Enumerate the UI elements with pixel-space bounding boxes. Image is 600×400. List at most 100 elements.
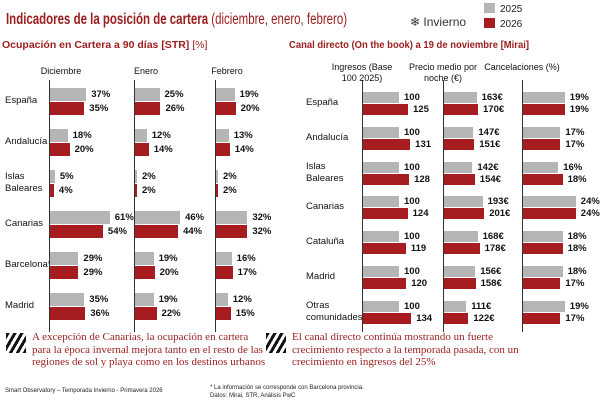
data-label: 2%	[223, 171, 237, 182]
bar-2025	[216, 293, 228, 306]
panel-header: Precio medio por noche (€)	[408, 62, 478, 83]
data-label: 100	[404, 266, 420, 277]
bar-2025	[216, 88, 235, 101]
category-label: España	[306, 97, 339, 108]
data-label: 17%	[565, 278, 585, 289]
bar-2026	[50, 225, 103, 238]
bar-2026	[135, 307, 157, 320]
bar-2025	[523, 126, 561, 138]
bar-2025	[444, 126, 474, 138]
data-label: 128	[414, 173, 430, 185]
legend-2025: 2025	[484, 3, 522, 15]
panel-header: Febrero	[211, 66, 243, 76]
bar-2026	[523, 208, 576, 220]
bar-2025	[50, 88, 87, 101]
bar-2025	[216, 129, 229, 142]
note-right: El canal directo continúa mostrando un f…	[292, 331, 519, 368]
bar-2025	[135, 88, 160, 101]
category-label: España	[5, 95, 38, 106]
bar-2025	[444, 266, 476, 277]
data-label: 100	[404, 196, 420, 208]
data-label: 29%	[83, 267, 103, 278]
bar-2026	[444, 278, 476, 289]
data-label: 5%	[59, 171, 74, 182]
data-label: 26%	[165, 103, 185, 114]
data-label: 12%	[151, 130, 171, 141]
panel-header: Ingresos (Base 100 2025)	[331, 62, 393, 83]
data-label: 20%	[159, 267, 179, 278]
category-label: Canarias	[306, 201, 345, 213]
bar-2026	[50, 184, 54, 197]
bar-2026	[135, 143, 149, 156]
snowflake-icon: ❄	[410, 15, 421, 29]
data-label: 35%	[89, 103, 109, 114]
note-left: A excepción de Canarias, la ocupación en…	[32, 331, 266, 368]
data-label: 142€	[477, 161, 499, 173]
axis-line	[49, 80, 50, 332]
data-label: 156€	[480, 266, 502, 277]
data-label: 2%	[142, 185, 156, 196]
data-label: 22%	[161, 308, 181, 319]
data-label: 147€	[478, 126, 500, 138]
bar-2026	[523, 104, 565, 115]
page-title: Indicadores de la posición de cartera (d…	[6, 11, 348, 28]
bar-2025	[444, 231, 478, 243]
data-label: 170€	[483, 104, 505, 115]
bar-2026	[135, 184, 137, 197]
data-label: 46%	[185, 212, 205, 223]
bar-2025	[50, 252, 79, 265]
bar-2025	[50, 170, 55, 183]
data-label: 154€	[479, 173, 501, 185]
category-label: Canarias	[5, 218, 44, 229]
axis-line	[362, 80, 363, 332]
data-label: 32%	[252, 212, 272, 223]
data-label: 193€	[487, 196, 509, 208]
data-label: 111€	[471, 300, 492, 312]
category-label: Madrid	[5, 300, 35, 311]
data-label: 122€	[473, 312, 495, 324]
bar-2026	[50, 143, 70, 156]
bar-2026	[216, 184, 218, 197]
category-label: Cataluña	[306, 236, 345, 248]
data-label: 17%	[565, 138, 585, 150]
category-label: Andalucía	[5, 136, 48, 147]
data-label: 61%	[114, 212, 134, 223]
data-label: 2%	[142, 171, 156, 182]
bar-2025	[216, 252, 232, 265]
data-label: 100	[404, 300, 420, 312]
data-label: 134	[416, 312, 433, 324]
bar-2026	[135, 225, 179, 238]
panel-header: Enero	[133, 66, 159, 76]
bar-2026	[444, 138, 475, 150]
bar-2025	[135, 293, 154, 306]
data-label: 14%	[153, 144, 173, 155]
bar-2026	[363, 208, 408, 220]
bar-2026	[523, 138, 561, 150]
bar-2025	[50, 211, 110, 224]
data-label: 2%	[223, 185, 237, 196]
data-label: 125	[413, 104, 429, 115]
bar-2026	[523, 278, 561, 289]
data-label: 17%	[565, 126, 585, 138]
bar-2025	[523, 300, 565, 312]
bar-2026	[216, 225, 248, 238]
bar-2026	[363, 243, 406, 255]
category-label: Otras comunidades	[306, 299, 363, 323]
data-label: 24%	[580, 196, 600, 208]
bar-2025	[444, 300, 467, 312]
panel-header: Cancelaciones (%)	[484, 62, 560, 72]
bar-2026	[444, 173, 475, 185]
footer-source: Datos: Mirai, STR, Análisis PwC	[210, 393, 296, 399]
data-label: 37%	[91, 89, 111, 100]
data-label: 18%	[567, 173, 587, 185]
data-label: 201€	[489, 208, 511, 220]
bar-2025	[135, 211, 181, 224]
data-label: 151€	[479, 138, 501, 150]
bar-2025	[444, 161, 473, 173]
bar-2026	[363, 173, 410, 185]
data-label: 36%	[90, 308, 110, 319]
data-label: 12%	[232, 294, 252, 305]
axis-line	[215, 80, 216, 332]
bar-2025	[523, 196, 576, 208]
data-label: 35%	[89, 294, 109, 305]
